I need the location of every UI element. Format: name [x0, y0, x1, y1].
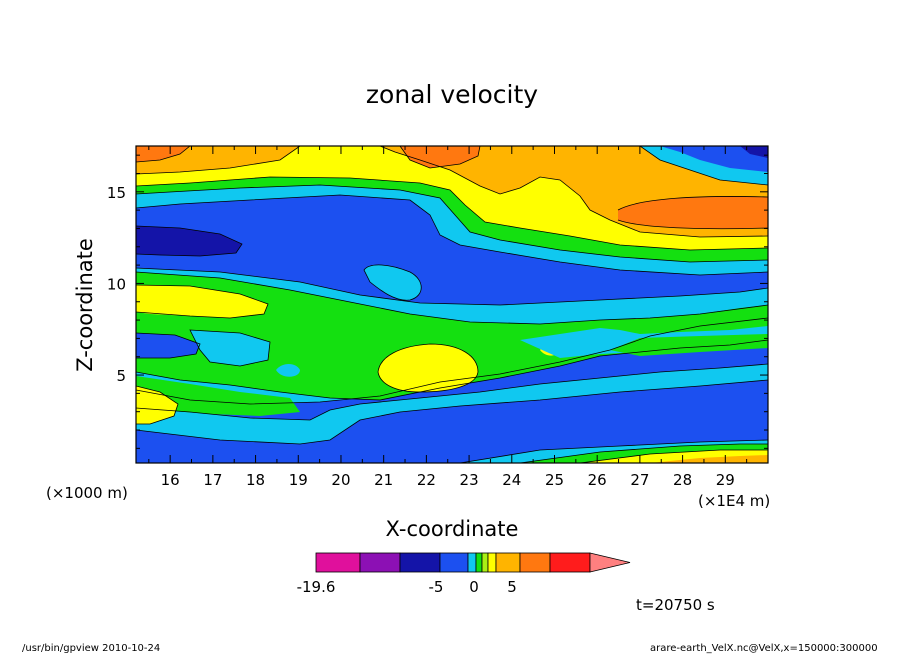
colorbar-tick-labels: -19.6 -5 0 5 — [297, 578, 517, 596]
contour-field — [136, 146, 768, 463]
footer-left: /usr/bin/gpview 2010-10-24 — [22, 643, 160, 654]
x-axis-ticks: 16 17 18 19 20 21 22 23 24 25 26 27 28 29 — [148, 146, 748, 489]
colorbar-tick-label: 0 — [469, 578, 479, 596]
x-tick-label: 27 — [630, 471, 649, 489]
region-cyan-pocket-left — [190, 330, 270, 366]
x-axis-label: X-coordinate — [386, 517, 519, 541]
y-tick-label: 15 — [107, 184, 126, 202]
region-top-right-blue — [660, 146, 768, 172]
colorbar-segment — [315, 552, 361, 573]
colorbar-segment — [475, 552, 483, 573]
x-tick-label: 17 — [203, 471, 222, 489]
colorbar-segment — [487, 552, 497, 573]
colorbar-tick-label: 5 — [507, 578, 517, 596]
plot-frame — [135, 145, 769, 464]
region-bottom-cyan — [136, 364, 768, 444]
colorbar-segment — [359, 552, 401, 573]
colorbar-tick-label: -5 — [429, 578, 444, 596]
y-tick-label: 10 — [107, 275, 126, 293]
x-unit-left: (×1000 m) — [46, 484, 128, 502]
region-top-deep-orange-mid — [400, 146, 480, 168]
colorbar-segment — [467, 552, 477, 573]
region-bottom-yellow-left — [136, 386, 178, 424]
y-axis-label: Z-coordinate — [73, 238, 97, 372]
region-cyan-island — [364, 264, 422, 301]
x-tick-label: 29 — [716, 471, 735, 489]
region-bottom-orange-right — [650, 455, 768, 463]
x-tick-label: 23 — [460, 471, 479, 489]
x-tick-label: 19 — [289, 471, 308, 489]
x-tick-label: 21 — [374, 471, 393, 489]
x-unit-right: (×1E4 m) — [698, 492, 770, 510]
x-tick-label: 16 — [161, 471, 180, 489]
x-tick-label: 25 — [545, 471, 564, 489]
region-mid-right-green — [610, 334, 768, 356]
region-top-deep-orange-right — [618, 196, 768, 229]
x-tick-label: 18 — [246, 471, 265, 489]
colorbar-segment — [495, 552, 521, 573]
x-tick-label: 28 — [673, 471, 692, 489]
footer-right: arare-earth_VelX.nc@VelX,x=150000:300000 — [650, 643, 878, 654]
x-tick-label: 24 — [502, 471, 521, 489]
region-top-deep-orange-left — [136, 146, 190, 162]
colorbar-segment — [439, 552, 469, 573]
x-tick-label: 26 — [588, 471, 607, 489]
chart-title: zonal velocity — [366, 80, 538, 109]
colorbar-arrow — [589, 552, 631, 573]
colorbar-segment — [481, 552, 489, 573]
y-axis-ticks: 5 10 15 — [107, 154, 768, 449]
colorbar-segment — [399, 552, 441, 573]
region-blue-pocket-left — [136, 333, 200, 358]
y-tick-label: 5 — [116, 367, 126, 385]
contour-lines — [136, 146, 768, 463]
colorbar-segment — [519, 552, 551, 573]
region-cyan-pocket-small — [276, 364, 300, 377]
x-tick-label: 20 — [331, 471, 350, 489]
colorbar — [315, 552, 631, 573]
colorbar-segment — [549, 552, 591, 573]
colorbar-tick-label: -19.6 — [297, 578, 336, 596]
x-tick-label: 22 — [417, 471, 436, 489]
time-label: t=20750 s — [636, 596, 715, 614]
